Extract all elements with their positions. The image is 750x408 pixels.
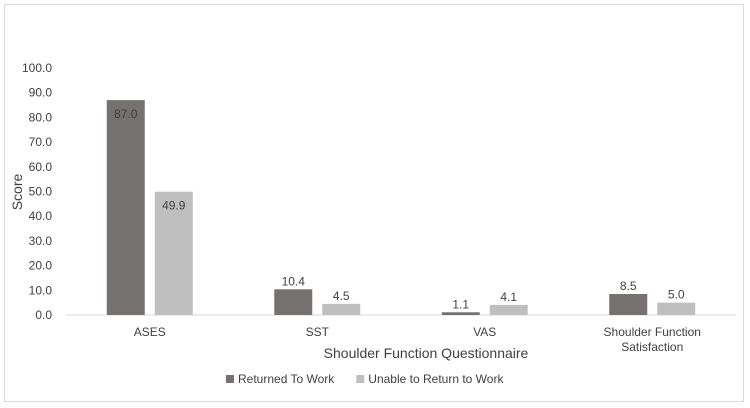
y-axis-ticks: 0.0 10.0 20.0 30.0 40.0 50.0 60.0 70.0 80.0 90.0 1…	[22, 61, 52, 322]
y-tick-label: 70.0	[29, 135, 53, 149]
bar	[106, 100, 145, 315]
legend-label: Returned To Work	[238, 372, 335, 386]
y-tick-label: 40.0	[29, 209, 53, 223]
bar	[274, 289, 313, 315]
y-tick-label: 20.0	[29, 259, 53, 273]
y-tick-label: 80.0	[29, 110, 53, 124]
y-axis-title: Score	[9, 174, 25, 211]
x-axis-title: Shoulder Function Questionnaire	[324, 345, 529, 361]
y-tick-label: 60.0	[29, 160, 53, 174]
category-label: Shoulder Function	[604, 325, 701, 339]
legend-label: Unable to Return to Work	[368, 372, 504, 386]
category-label: VAS	[473, 325, 496, 339]
data-label: 49.9	[162, 199, 186, 213]
data-label: 1.1	[452, 297, 469, 311]
y-tick-label: 10.0	[29, 283, 53, 297]
y-tick-label: 100.0	[22, 61, 52, 75]
category-label: Satisfaction	[621, 340, 683, 354]
legend-swatch	[226, 375, 234, 383]
legend-swatch	[356, 375, 365, 383]
category-label: SST	[306, 325, 330, 339]
legend: Returned To Work Unable to Return to Work	[226, 372, 504, 386]
y-tick-label: 30.0	[29, 234, 53, 248]
bars	[106, 100, 696, 315]
bar	[609, 294, 648, 315]
data-label: 87.0	[114, 107, 138, 121]
bar	[322, 303, 361, 315]
category-label: ASES	[134, 325, 166, 339]
data-label: 8.5	[620, 279, 637, 293]
data-labels: 87.0 49.9 10.4 4.5 1.1 4.1 8.5 5.0	[114, 107, 685, 311]
bar	[441, 312, 480, 315]
y-tick-label: 50.0	[29, 185, 53, 199]
y-tick-label: 0.0	[35, 308, 52, 322]
data-label: 10.4	[282, 274, 306, 288]
bar	[154, 191, 193, 315]
y-tick-label: 90.0	[29, 86, 53, 100]
data-label: 5.0	[668, 288, 685, 302]
bar	[657, 302, 696, 315]
data-label: 4.1	[500, 290, 517, 304]
data-label: 4.5	[333, 289, 350, 303]
bar	[489, 304, 528, 315]
